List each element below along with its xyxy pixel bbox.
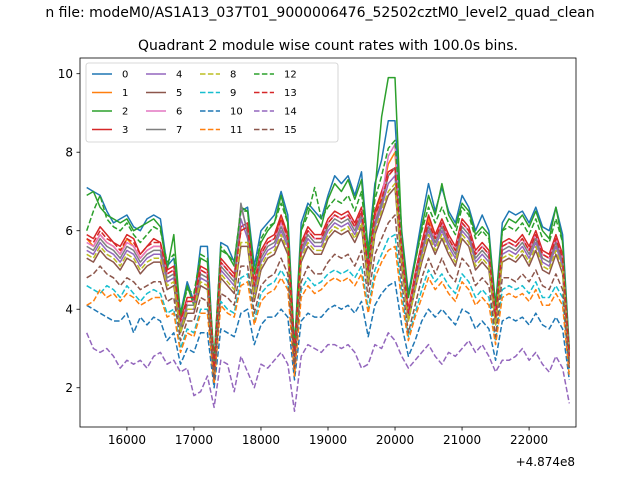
legend-label-14: 14 [284, 107, 297, 118]
legend-label-2: 2 [122, 107, 128, 118]
y-tick-label: 6 [65, 224, 73, 238]
legend-label-8: 8 [230, 70, 236, 81]
x-tick-label: 16000 [108, 433, 146, 447]
x-tick-label: 21000 [443, 433, 481, 447]
y-tick-label: 8 [65, 146, 73, 160]
y-tick-label: 2 [65, 381, 73, 395]
x-axis-offset-label: +4.874e8 [516, 455, 575, 469]
x-tick-label: 19000 [309, 433, 347, 447]
legend-label-10: 10 [230, 107, 243, 118]
y-tick-label: 4 [65, 303, 73, 317]
legend-label-4: 4 [176, 70, 182, 81]
y-tick-label: 10 [58, 67, 73, 81]
legend-label-11: 11 [230, 125, 243, 136]
legend-label-13: 13 [284, 88, 297, 99]
x-tick-label: 18000 [242, 433, 280, 447]
x-tick-label: 22000 [510, 433, 548, 447]
figure: n file: modeM0/AS1A13_037T01_9000006476_… [0, 0, 640, 480]
figure-suptitle: n file: modeM0/AS1A13_037T01_9000006476_… [45, 5, 594, 21]
legend-label-9: 9 [230, 88, 236, 99]
x-tick-label: 17000 [175, 433, 213, 447]
legend-label-15: 15 [284, 125, 297, 136]
legend-label-3: 3 [122, 125, 128, 136]
chart-title: Quadrant 2 module wise count rates with … [138, 38, 518, 54]
x-tick-label: 20000 [376, 433, 414, 447]
legend-label-5: 5 [176, 88, 182, 99]
legend-label-1: 1 [122, 88, 128, 99]
legend-label-12: 12 [284, 70, 297, 81]
legend-label-6: 6 [176, 107, 182, 118]
legend-label-0: 0 [122, 70, 128, 81]
legend-label-7: 7 [176, 125, 182, 136]
